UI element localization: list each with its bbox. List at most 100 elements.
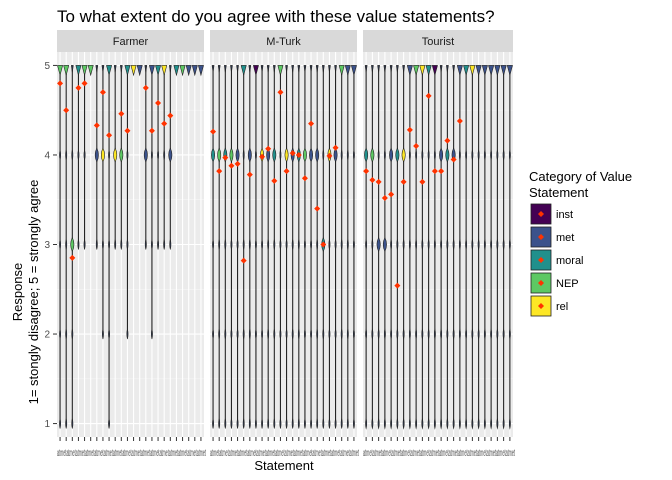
violin <box>136 65 143 441</box>
violin-bulge <box>230 239 233 250</box>
legend-mean-marker <box>538 303 544 309</box>
violin-bulge <box>395 147 400 163</box>
violin-bulge <box>267 418 270 429</box>
violin-bulge <box>328 328 331 340</box>
violin <box>500 65 507 441</box>
violin-bulge <box>106 65 113 77</box>
violin-bulge <box>508 417 511 430</box>
violin <box>388 65 395 441</box>
violin-bulge <box>383 148 386 162</box>
y-tick-label: 2 <box>44 330 50 341</box>
violin-bulge <box>277 65 284 77</box>
violin-bulge <box>415 238 418 251</box>
violin-bulge <box>408 327 411 341</box>
violin-bulge <box>353 239 355 250</box>
legend-item-met: met <box>530 226 574 248</box>
violin <box>191 65 198 441</box>
violin-bulge <box>297 418 300 429</box>
violin-bulge <box>102 239 104 250</box>
violin-bulge <box>396 327 399 341</box>
violin-bulge <box>59 149 61 161</box>
violin-bulge <box>321 65 325 73</box>
violin-bulge <box>465 148 468 162</box>
violin-bulge <box>77 149 80 161</box>
violin-bulge <box>490 238 493 251</box>
violin-bulge <box>70 65 74 73</box>
violin-bulge <box>148 65 155 77</box>
mean-point <box>216 168 223 175</box>
violin-bulge <box>415 327 418 341</box>
violin-bulge <box>255 328 257 340</box>
violin <box>400 65 407 441</box>
violin-bulge <box>427 148 430 162</box>
violin-bulge <box>350 65 357 77</box>
violin-bulge <box>65 239 68 250</box>
y-tick-label: 4 <box>44 150 50 161</box>
violin-bulge <box>402 417 405 430</box>
violin-bulge <box>452 417 455 430</box>
mean-point <box>419 178 426 185</box>
violin <box>413 65 420 441</box>
violin-bulge <box>119 65 123 73</box>
violin-bulge <box>333 147 338 163</box>
violin-bulge <box>229 147 234 163</box>
violin-bulge <box>144 65 148 73</box>
violin <box>308 65 315 441</box>
violin <box>124 65 131 441</box>
violin-bulge <box>291 239 294 250</box>
violin-bulge <box>212 328 214 340</box>
violin-bulge <box>59 418 61 429</box>
violin <box>481 65 488 441</box>
violin-bulge <box>212 418 214 429</box>
violin-bulge <box>458 238 461 251</box>
violin-bulge <box>242 149 245 161</box>
legend: Category of Value Statement inst met moral… <box>529 169 632 317</box>
chart-title: To what extent do you agree with these v… <box>57 7 495 26</box>
violin-bulge <box>136 65 143 77</box>
violin-bulge <box>383 65 387 73</box>
violin-bulge <box>440 417 443 430</box>
violin-bulge <box>446 417 449 430</box>
violin-bulge <box>130 65 137 77</box>
mean-point <box>438 168 445 175</box>
mean-point <box>240 257 247 264</box>
violin-bulge <box>266 147 271 163</box>
violin-bulge <box>508 327 511 341</box>
violin-bulge <box>471 148 474 162</box>
violin-bulge <box>506 65 513 77</box>
violin-bulge <box>315 65 319 73</box>
y-axis-title-line2: 1= stongly disagree; 5 = strongly agree <box>26 180 41 405</box>
violin-bulge <box>433 238 436 251</box>
violin-bulge <box>126 149 129 161</box>
mean-point <box>234 160 241 167</box>
violin <box>161 65 168 441</box>
legend-title-line2: Statement <box>529 185 589 200</box>
violin-bulge <box>508 148 511 162</box>
violin-bulge <box>236 328 239 340</box>
violin <box>295 65 302 441</box>
violin-bulge <box>427 327 430 341</box>
violin-bulge <box>452 65 455 73</box>
mean-point <box>295 151 302 158</box>
violin-bulge <box>248 65 252 73</box>
x-tick-labels: atmetatmetatmetatmetatmetatmetatmetatmet… <box>210 448 359 459</box>
violin-bulge <box>297 65 301 73</box>
violin-bulge <box>465 327 468 341</box>
violin-bulge <box>490 148 493 162</box>
violin-bulge <box>483 148 486 162</box>
violin-bulge <box>83 149 86 161</box>
violin <box>463 65 470 441</box>
violin-bulge <box>477 148 480 162</box>
violin-bulge <box>224 418 227 429</box>
violin-bulge <box>279 418 282 429</box>
mean-point <box>124 127 131 134</box>
violin-bulge <box>502 238 505 251</box>
violin-bulge <box>421 148 424 162</box>
mean-point <box>381 194 388 201</box>
violin-bulge <box>65 149 68 161</box>
violin-bulge <box>242 418 245 429</box>
violin-bulge <box>322 328 325 340</box>
violin-bulge <box>63 65 70 77</box>
violin-bulge <box>340 239 343 250</box>
violin-bulge <box>396 417 399 430</box>
